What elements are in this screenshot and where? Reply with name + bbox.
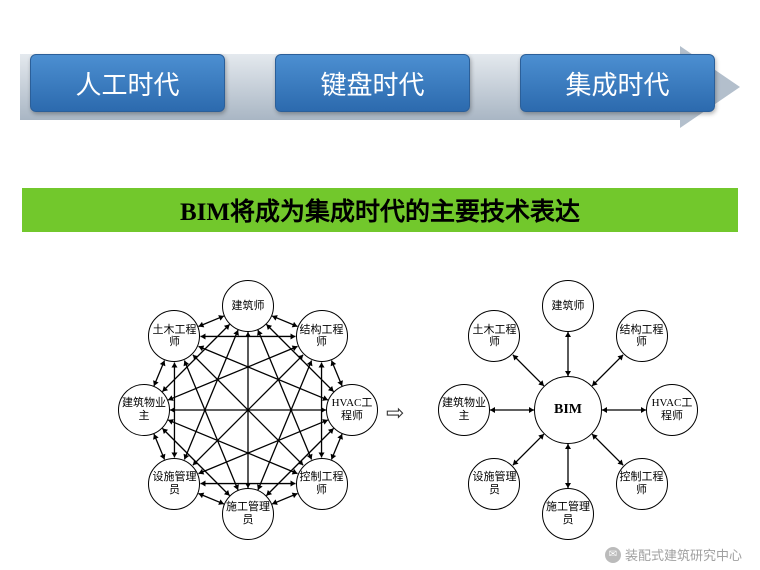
- right-node-7: 土木工程师: [468, 310, 520, 362]
- left-node-5: 设施管理员: [148, 458, 200, 510]
- era-box-2: 集成时代: [520, 54, 715, 112]
- left-node-0: 建筑师: [222, 280, 274, 332]
- left-node-2: HVAC工程师: [326, 384, 378, 436]
- transform-arrow-icon: ⇨: [386, 400, 404, 426]
- wechat-icon: ✉: [605, 547, 621, 563]
- right-node-5: 设施管理员: [468, 458, 520, 510]
- era-boxes-row: 人工时代键盘时代集成时代: [30, 54, 715, 112]
- headline-text: BIM将成为集成时代的主要技术表达: [180, 192, 580, 228]
- headline-banner: BIM将成为集成时代的主要技术表达: [22, 188, 738, 232]
- left-node-1: 结构工程师: [296, 310, 348, 362]
- watermark: ✉ 装配式建筑研究中心: [605, 545, 742, 564]
- left-node-4: 施工管理员: [222, 488, 274, 540]
- right-node-3: 控制工程师: [616, 458, 668, 510]
- bim-center-node: BIM: [534, 376, 602, 444]
- left-node-6: 建筑物业主: [118, 384, 170, 436]
- era-arrow-bar: 人工时代键盘时代集成时代: [20, 46, 740, 128]
- watermark-text: 装配式建筑研究中心: [625, 545, 742, 564]
- era-box-0: 人工时代: [30, 54, 225, 112]
- diagrams-area: 建筑师结构工程师HVAC工程师控制工程师施工管理员设施管理员建筑物业主土木工程师…: [0, 260, 760, 560]
- right-node-1: 结构工程师: [616, 310, 668, 362]
- right-node-0: 建筑师: [542, 280, 594, 332]
- right-node-2: HVAC工程师: [646, 384, 698, 436]
- left-node-3: 控制工程师: [296, 458, 348, 510]
- era-box-1: 键盘时代: [275, 54, 470, 112]
- right-node-4: 施工管理员: [542, 488, 594, 540]
- right-node-6: 建筑物业主: [438, 384, 490, 436]
- left-node-7: 土木工程师: [148, 310, 200, 362]
